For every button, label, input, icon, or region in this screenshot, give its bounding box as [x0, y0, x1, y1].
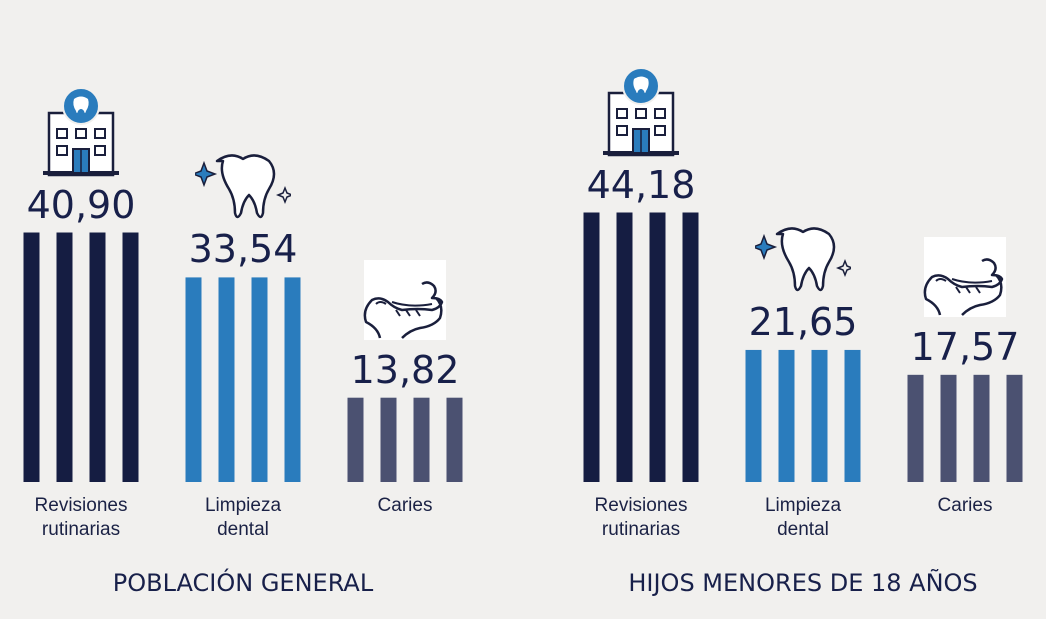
- value-label: 17,57: [910, 324, 1020, 369]
- hospital-icon: [603, 66, 679, 162]
- bar-stripe: [122, 232, 139, 482]
- bar-stripe: [745, 349, 762, 482]
- group-title-poblacion-general: POBLACIÓN GENERAL: [112, 569, 374, 597]
- bar-stripe: [347, 397, 364, 482]
- value-label: 13,82: [350, 347, 460, 392]
- category-label: Limpieza dental: [204, 495, 282, 540]
- bar-stripe: [907, 374, 924, 482]
- bar-stripe: [380, 397, 397, 482]
- category-label: Limpieza dental: [764, 495, 842, 540]
- bar-stripe: [56, 232, 73, 482]
- hospital-icon: [43, 86, 119, 182]
- bar-stripe: [251, 277, 268, 482]
- bar-stripe: [973, 374, 990, 482]
- bar-stripe: [218, 277, 235, 482]
- bar-stripe: [778, 349, 795, 482]
- category-label: Caries: [377, 495, 433, 516]
- bar-stripe: [446, 397, 463, 482]
- group-title-hijos-menores: HIJOS MENORES DE 18 AÑOS: [628, 569, 978, 597]
- bar-stripe: [811, 349, 828, 482]
- bar-stripe: [616, 212, 633, 482]
- bar-stripe: [185, 277, 202, 482]
- category-label: Caries: [937, 495, 993, 516]
- bar-stripe: [583, 212, 600, 482]
- bar-stripe: [940, 374, 957, 482]
- value-label: 40,90: [26, 182, 136, 227]
- bar-stripe: [649, 212, 666, 482]
- bar-stripe: [284, 277, 301, 482]
- tooth-icon: [750, 222, 855, 299]
- tooth-icon: [190, 149, 295, 226]
- jaw-icon: [922, 235, 1008, 324]
- bar-stripe: [413, 397, 430, 482]
- bar-stripe: [89, 232, 106, 482]
- bar-stripe: [23, 232, 40, 482]
- category-label: Revisiones rutinarias: [594, 495, 688, 540]
- category-label: Revisiones rutinarias: [34, 495, 128, 540]
- bar-stripe: [682, 212, 699, 482]
- bar-stripe: [1006, 374, 1023, 482]
- bar-stripe: [844, 349, 861, 482]
- value-label: 44,18: [586, 162, 696, 207]
- value-label: 33,54: [188, 227, 298, 272]
- value-label: 21,65: [748, 299, 858, 344]
- jaw-icon: [362, 258, 448, 347]
